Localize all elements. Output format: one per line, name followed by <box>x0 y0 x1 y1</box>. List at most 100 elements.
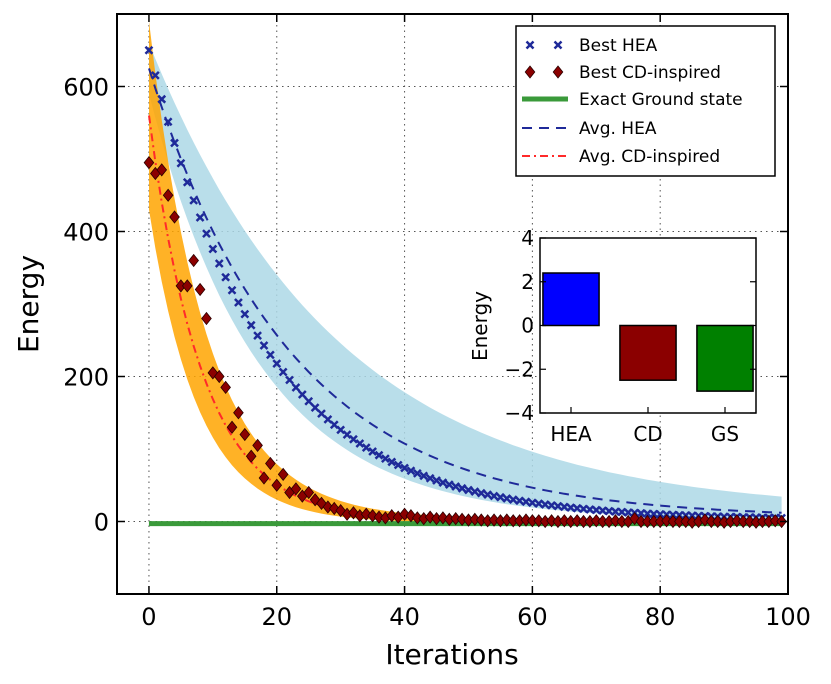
best-hea-point-53 <box>483 490 493 499</box>
legend-key-best-cd-a <box>524 65 536 79</box>
inset-y-tick-label-4: 4 <box>521 226 534 250</box>
legend-label-best-hea: Best HEA <box>579 36 658 56</box>
inset-y-tick-label-2: 2 <box>521 270 534 294</box>
best-hea-point-23 <box>291 383 301 392</box>
best-hea-point-13-stroke-b <box>227 285 237 295</box>
best-hea-point-1 <box>150 71 160 80</box>
best-hea-point-63-stroke-b <box>547 500 556 510</box>
best-hea-point-51-stroke-b <box>470 487 480 497</box>
best-hea-point-21 <box>278 367 288 377</box>
best-cd-point-52 <box>475 513 487 527</box>
best-cd-point-2 <box>156 163 168 177</box>
best-hea-point-20 <box>272 359 282 369</box>
inset-chart: −4 −2 0 2 4 HEA CD GS Energy <box>468 226 757 446</box>
best-hea-point-53-stroke-b <box>483 490 493 499</box>
best-hea-point-41 <box>406 466 416 476</box>
best-hea-point-33-stroke-b <box>355 439 365 448</box>
best-cd-point-30 <box>335 503 346 518</box>
best-hea-point-22-stroke-b <box>285 375 294 385</box>
inset-x-tick-label-cd: CD <box>633 422 662 446</box>
best-hea-point-44 <box>425 473 435 483</box>
inset-bar-cd <box>619 324 677 381</box>
best-hea-point-5-stroke-b <box>176 158 186 168</box>
legend: Best HEA Best CD-inspired Exact Ground s… <box>515 25 776 177</box>
best-cd-point-84 <box>680 514 692 529</box>
best-hea-point-14 <box>234 298 243 307</box>
x-tick-label-80: 80 <box>645 603 676 631</box>
best-hea-point-23-stroke-b <box>291 383 301 392</box>
legend-label-avg-hea: Avg. HEA <box>579 119 657 139</box>
best-hea-point-67-stroke-b <box>572 503 582 513</box>
best-cd-point-21 <box>277 467 289 482</box>
x-tick-label-100: 100 <box>765 603 811 631</box>
best-hea-point-34 <box>361 443 371 453</box>
inset-x-tick-label-gs: GS <box>711 422 739 446</box>
x-tick-label-20: 20 <box>261 603 292 631</box>
best-hea-point-7 <box>189 195 199 205</box>
inset-bar-gs <box>696 324 754 392</box>
best-hea-point-27-stroke-b <box>317 409 326 419</box>
x-tick-label-40: 40 <box>389 603 420 631</box>
best-hea-point-65 <box>559 502 569 512</box>
best-hea-point-47-stroke-b <box>444 480 454 490</box>
best-hea-point-16 <box>246 320 256 330</box>
best-cd-point-19 <box>265 456 276 471</box>
main-markers <box>143 45 787 529</box>
legend-label-avg-cd: Avg. CD-inspired <box>579 147 720 167</box>
best-cd-point-6 <box>181 279 193 293</box>
best-hea-point-31-stroke-b <box>342 430 352 440</box>
best-hea-point-62 <box>540 500 550 509</box>
best-hea-point-52 <box>476 488 486 498</box>
best-hea-point-16-stroke-b <box>246 320 256 330</box>
best-hea-point-2 <box>157 94 167 104</box>
best-hea-point-49 <box>457 483 467 493</box>
best-hea-point-15-stroke-b <box>240 309 250 319</box>
best-hea-point-1-stroke-b <box>150 71 160 80</box>
best-hea-point-3 <box>163 117 173 127</box>
best-hea-point-49-stroke-b <box>457 483 467 493</box>
y-axis-label: Energy <box>12 255 45 353</box>
best-cd-point-56 <box>501 513 513 527</box>
best-hea-point-21-stroke-b <box>278 367 288 377</box>
best-hea-point-33 <box>355 439 365 448</box>
best-hea-point-4-stroke-b <box>170 138 179 148</box>
inset-bar-hea <box>542 272 600 327</box>
best-hea-point-31 <box>342 430 352 440</box>
best-cd-point-49 <box>456 512 468 526</box>
best-hea-point-35-stroke-b <box>368 447 378 456</box>
best-hea-point-12-stroke-b <box>221 272 231 282</box>
best-hea-point-9-stroke-b <box>202 229 211 239</box>
best-hea-point-39 <box>393 460 403 470</box>
inset-bars <box>542 272 754 392</box>
best-hea-point-66 <box>566 503 576 512</box>
best-cd-point-48 <box>450 511 462 526</box>
best-hea-point-42 <box>412 469 422 478</box>
best-hea-point-6 <box>182 177 192 187</box>
best-hea-point-57 <box>508 495 518 504</box>
best-cd-point-89 <box>712 514 724 529</box>
best-hea-point-25-stroke-b <box>304 396 314 406</box>
best-cd-point-54 <box>488 513 500 527</box>
best-cd-point-11 <box>213 369 225 384</box>
legend-label-exact-gs: Exact Ground state <box>579 90 743 110</box>
best-hea-point-20-stroke-b <box>272 359 282 369</box>
best-hea-point-60-stroke-b <box>527 498 537 508</box>
best-hea-point-46-stroke-b <box>438 478 448 488</box>
best-hea-point-38 <box>387 457 397 467</box>
best-cd-point-9 <box>201 311 212 326</box>
best-hea-point-37-stroke-b <box>381 454 390 464</box>
legend-key-best-hea-b-stroke-b <box>553 40 563 50</box>
legend-keys <box>522 40 568 157</box>
best-hea-point-4 <box>170 138 179 148</box>
best-hea-point-44-stroke-b <box>425 473 435 483</box>
best-hea-point-51 <box>470 487 480 497</box>
y-tick-label-600: 600 <box>63 74 109 102</box>
best-hea-point-8-stroke-b <box>195 213 205 222</box>
best-hea-point-7-stroke-b <box>189 195 199 205</box>
best-cd-point-70 <box>590 514 602 528</box>
best-hea-point-19-stroke-b <box>265 350 275 360</box>
best-cd-point-36 <box>373 510 385 524</box>
best-cd-point-14 <box>233 406 244 420</box>
best-hea-point-55 <box>496 492 505 502</box>
x-tick-label-0: 0 <box>141 603 156 631</box>
